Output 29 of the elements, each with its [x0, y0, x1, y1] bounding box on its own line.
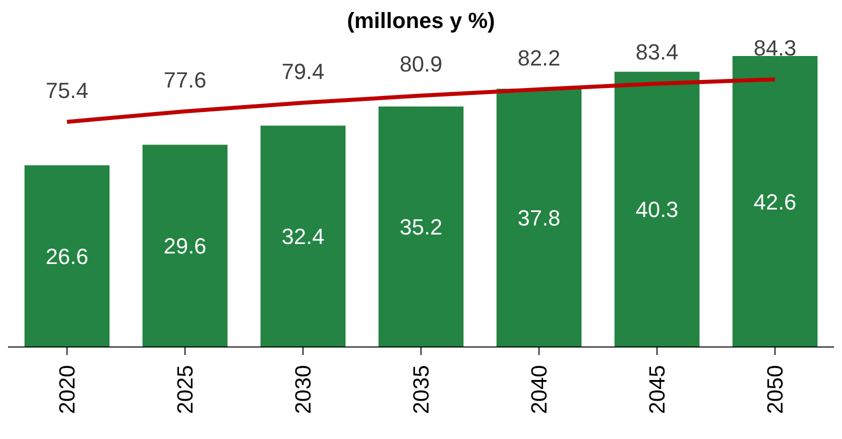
data-label: 26.6: [46, 244, 88, 269]
data-label: 82.2: [518, 45, 560, 70]
data-label: 83.4: [636, 40, 678, 65]
data-label: 80.9: [400, 52, 442, 77]
data-label: 40.3: [636, 197, 678, 222]
data-label: 84.3: [754, 35, 796, 60]
data-label: 75.4: [46, 78, 88, 103]
bar: [378, 106, 464, 347]
data-label: 35.2: [400, 214, 442, 240]
x-tick-label: 2025: [172, 365, 198, 414]
x-tick-label: 2020: [54, 365, 80, 414]
data-label: 79.4: [282, 58, 324, 84]
chart-title: (millones y %): [346, 8, 496, 34]
data-label: 32.4: [282, 224, 324, 250]
bar: [496, 88, 582, 347]
x-tick-label: 2035: [408, 365, 434, 414]
bar: [260, 126, 346, 347]
data-label: 77.6: [164, 67, 206, 92]
bar: [732, 56, 818, 347]
data-label: 42.6: [754, 189, 796, 214]
data-label: 37.8: [518, 206, 560, 231]
bar: [24, 165, 110, 347]
x-tick-label: 2050: [762, 365, 788, 414]
bar: [142, 144, 228, 347]
data-label: 29.6: [164, 234, 206, 259]
x-tick-label: 2040: [526, 365, 552, 414]
bar: [614, 72, 700, 347]
x-tick-label: 2045: [644, 365, 670, 414]
x-tick-label: 2030: [290, 365, 316, 414]
